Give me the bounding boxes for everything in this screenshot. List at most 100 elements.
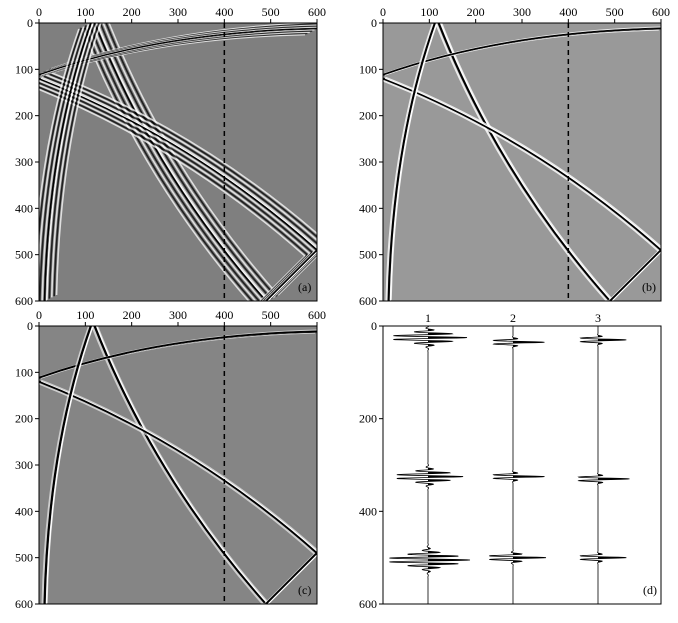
- panel-a-wavefront-left-arc-band: [53, 23, 100, 297]
- panel-a-wavefront-corner-band: [272, 252, 317, 298]
- panel-a-wavefront-left-arc-band: [48, 23, 96, 299]
- panel-b-xtick-label: 500: [606, 5, 624, 19]
- panel-c-wavefront-shallow-band: [39, 382, 316, 555]
- panel-b-wavefront-left-arc: [387, 23, 436, 301]
- panel-d-ytick-label: 400: [359, 504, 377, 518]
- panel-a-wavefront-steep-band: [81, 28, 250, 301]
- panel-a-wavefront-corner-band: [262, 251, 313, 301]
- panel-c: 0 100 200 300 400 500 600 0 100 200 300 400 500 600 (…: [15, 308, 326, 611]
- panel-b-ytick-label: 500: [359, 248, 377, 262]
- panel-b-xtick-label: 0: [380, 5, 386, 19]
- panel-d-traces: [389, 325, 630, 604]
- panel-d-xtick-label: 2: [510, 311, 516, 325]
- panel-a-wavefront-left-arc-band: [55, 23, 102, 296]
- panel-a-wavefront-corner-band: [267, 250, 317, 301]
- panel-a-wavefront-steep: [94, 23, 267, 301]
- panel-a-ytick-label: 300: [15, 155, 33, 169]
- panel-d-ytick-label: 0: [371, 319, 377, 333]
- panel-d-ytick-label: 600: [359, 597, 377, 611]
- panel-c-ytick-label: 300: [15, 458, 33, 472]
- panel-b-wavefront-steep-band: [435, 23, 609, 301]
- panel-b-wavefront-steep-band: [440, 23, 613, 301]
- panel-a-xtick-label: 200: [123, 5, 141, 19]
- panel-a-wavefront-steep-band: [96, 23, 270, 301]
- panel-a-wavefront-left-arc-band: [41, 23, 90, 301]
- panel-c-wavefront-shallow-band: [40, 379, 317, 552]
- panel-a-wavefront-corner-band: [263, 250, 316, 301]
- panel-a-ytick-label: 600: [15, 294, 33, 308]
- panel-a-wavefront-left-arc-band: [39, 25, 87, 301]
- panel-a-wavefront-steep-band: [102, 23, 274, 298]
- panel-d: 1 2 3 0 200 400 600 (d): [359, 311, 662, 611]
- panel-c-wavefront-corner: [265, 552, 317, 604]
- panel-a-xtick-label: 600: [308, 5, 326, 19]
- panel-b-wavefront-steep-highlight: [440, 23, 613, 301]
- panel-b-ticks: 0 100 200 300 400 500 600 0 100 200 300 400 500 600: [359, 5, 670, 308]
- panel-c-ytick-label: 500: [15, 551, 33, 565]
- panel-d-ytick-label: 200: [359, 412, 377, 426]
- panel-c-tag: (c): [298, 583, 311, 597]
- panel-c-xtick-label: 300: [169, 308, 187, 322]
- panel-a-wavefront-left-arc-band: [39, 27, 83, 243]
- panel-a-xtick-label: 400: [215, 5, 233, 19]
- panel-b-ytick-label: 200: [359, 109, 377, 123]
- panel-a-wavefront-steep-band: [99, 23, 272, 300]
- panel-a-wavefront-corner-band: [258, 255, 306, 301]
- panel-a-ytick-label: 200: [15, 109, 33, 123]
- panel-b-background: [383, 23, 661, 301]
- panel-c-wavefront-steep-highlight: [95, 326, 269, 604]
- panel-a-wavefront-left-arc-band: [50, 23, 98, 298]
- panel-a-wavefront-left-arc: [44, 23, 92, 301]
- panel-a-wavefront-steep-band: [108, 23, 279, 296]
- panel-c-xtick-label: 100: [76, 308, 94, 322]
- panel-b-wavefront-shallow-highlight: [384, 78, 661, 250]
- panel-c-wavefront-corner-highlight: [267, 554, 317, 604]
- panel-a-wavefront-left-arc-highlight: [46, 23, 94, 301]
- panel-a-wavefront-left-arc-band: [39, 28, 80, 217]
- panel-d-ticks: 1 2 3 0 200 400 600: [359, 311, 601, 611]
- panel-c-wavefront-steep: [93, 326, 267, 604]
- panel-a-wavefront-steep-band: [89, 25, 261, 301]
- panel-d-xtick-label: 1: [425, 311, 431, 325]
- panel-b-xtick-label: 100: [420, 5, 438, 19]
- panel-a-wavefront-steep-highlight: [96, 23, 269, 301]
- panel-a-wavefront-top-arc: [39, 28, 317, 76]
- panel-a-xtick-label: 500: [262, 5, 280, 19]
- panel-c-wavefront-left-arc-highlight: [45, 326, 94, 604]
- panel-a-wavefront-shallow-band: [43, 75, 317, 245]
- panel-c-ytick-label: 100: [15, 365, 33, 379]
- panel-c-wavefront-shallow: [39, 380, 317, 554]
- panel-b-ytick-label: 400: [359, 201, 377, 215]
- panel-b-wavefront-corner: [609, 249, 661, 301]
- trace-3: [577, 326, 630, 604]
- panel-a-wavefront-corner: [265, 249, 317, 301]
- panel-a-wavefront-corner-band: [261, 253, 311, 301]
- panel-a-wavefront-shallow-band: [48, 73, 317, 238]
- panel-c-wavefronts: [39, 326, 317, 604]
- panel-b-xtick-label: 600: [652, 5, 670, 19]
- panel-c-wavefront-shallow-highlight: [40, 380, 317, 553]
- panel-a-tag: (a): [298, 280, 311, 294]
- panel-a-xtick-label: 100: [76, 5, 94, 19]
- panel-c-ytick-label: 600: [15, 597, 33, 611]
- panel-c-ytick-label: 200: [15, 412, 33, 426]
- panel-b-wavefront-top-arc: [383, 27, 661, 76]
- trace-1: [389, 325, 471, 604]
- panel-b-wavefront-shallow-band: [384, 76, 661, 249]
- panel-d-tag: (d): [643, 583, 657, 597]
- panel-b-xtick-label: 400: [559, 5, 577, 19]
- panel-a-wavefront-steep-band: [86, 26, 257, 301]
- panel-c-wavefront-left-arc: [43, 326, 92, 604]
- panel-a-wavefront-corner-band: [277, 254, 317, 296]
- panel-a-wavefront-shallow-band: [50, 71, 317, 235]
- panel-b-wavefront-shallow: [383, 77, 661, 251]
- panel-a-wavefront-steep-band: [84, 27, 254, 301]
- panel-a-xtick-label: 0: [36, 5, 42, 19]
- panel-c-xtick-label: 200: [123, 308, 141, 322]
- panel-c-xtick-label: 0: [36, 308, 42, 322]
- panel-c-wavefront-left-arc-band: [41, 326, 90, 604]
- panel-a-wavefront-corner-band: [275, 253, 317, 297]
- panel-c-ytick-label: 0: [27, 319, 33, 333]
- panel-a-ytick-label: 0: [27, 16, 33, 30]
